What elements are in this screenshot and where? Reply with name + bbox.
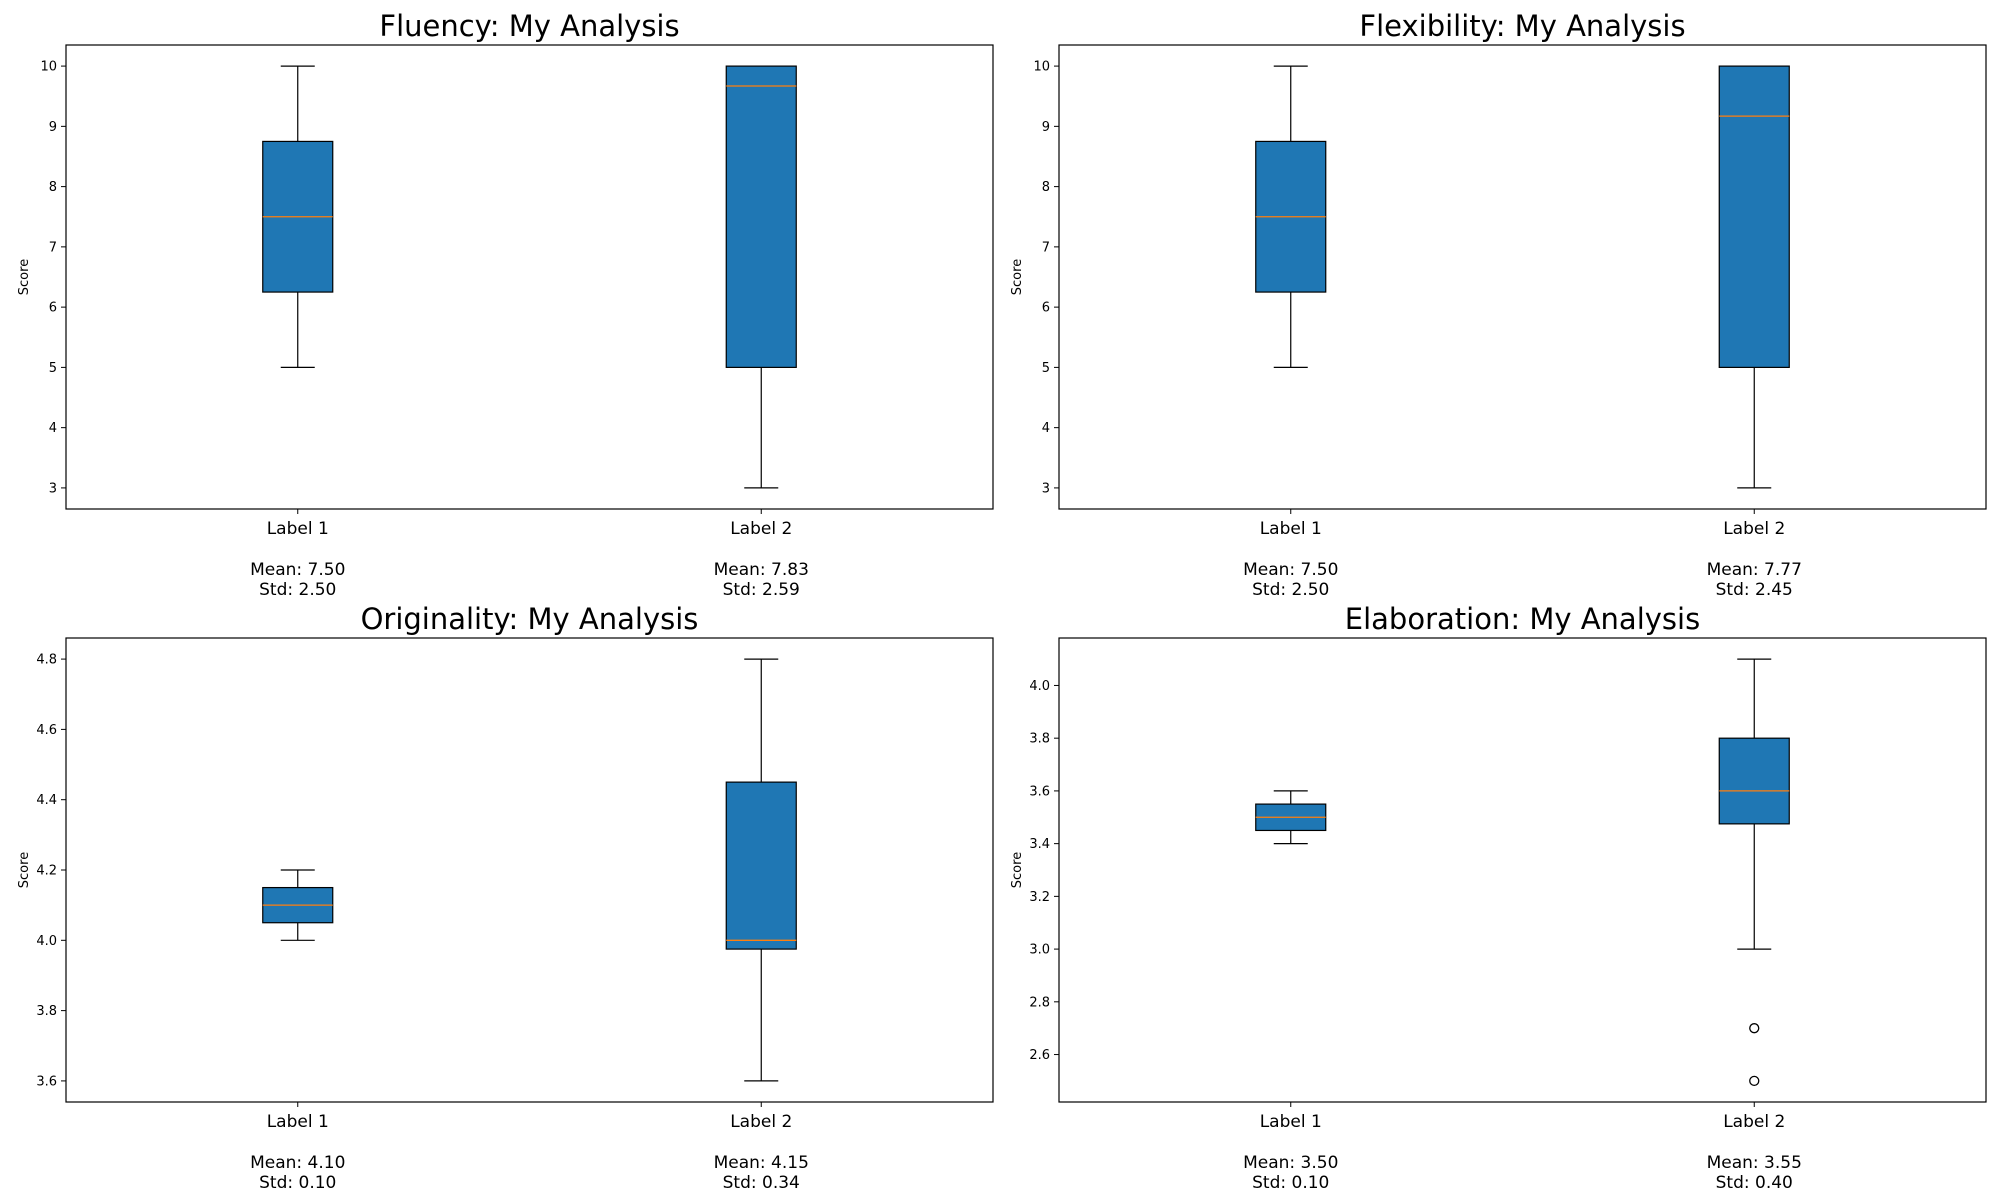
y-tick-label: 10 [40, 60, 57, 75]
plot-frame [1058, 44, 1987, 510]
mean-label: Mean: 4.15 [714, 1153, 809, 1173]
y-axis-label: Score [17, 852, 32, 888]
x-tick-label: Label 2 [730, 1112, 792, 1132]
std-label: Std: 0.34 [723, 1173, 800, 1193]
x-tick-label: Label 1 [1260, 519, 1322, 539]
y-tick-label: 9 [1042, 120, 1050, 135]
box-iqr [725, 781, 797, 950]
y-tick-label: 10 [1033, 60, 1050, 75]
mean-label: Mean: 4.10 [250, 1153, 345, 1173]
outlier-point [1749, 1023, 1760, 1034]
box-iqr [725, 65, 797, 368]
y-tick-label: 4.2 [36, 864, 57, 879]
chart-panel-4: Elaboration: My Analysis Score 2.6 2.8 3.0 3.… [1010, 602, 1987, 1193]
chart-panel-3: Originality: My Analysis Score 3.6 3.8 4.0 4.… [17, 602, 994, 1193]
y-tick-label: 4 [1042, 421, 1050, 436]
y-tick-label: 3.8 [36, 1004, 57, 1019]
y-tick-label: 4.4 [36, 793, 57, 808]
box-group-1 [1255, 65, 1327, 368]
x-tick-label: Label 2 [1723, 1112, 1785, 1132]
y-tick-label: 8 [1042, 180, 1050, 195]
mean-label: Mean: 7.50 [250, 560, 345, 580]
y-tick-label: 6 [1042, 301, 1050, 316]
std-label: Std: 2.45 [1716, 580, 1793, 600]
box-iqr [1718, 65, 1790, 368]
chart-title: Flexibility: My Analysis [1359, 9, 1685, 43]
mean-label: Mean: 7.50 [1243, 560, 1338, 580]
chart-title: Elaboration: My Analysis [1345, 602, 1700, 636]
y-tick-label: 3 [49, 481, 57, 496]
y-tick-label: 4.0 [36, 934, 57, 949]
y-axis-label: Score [1010, 259, 1025, 295]
chart-panel-1: Fluency: My Analysis Score 3 4 5 6 7 8 9 10 Label … [17, 9, 994, 600]
plot-frame [65, 44, 994, 510]
y-tick-label: 8 [49, 180, 57, 195]
x-tick-label: Label 2 [1723, 519, 1785, 539]
std-label: Std: 0.10 [1252, 1173, 1329, 1193]
box-group-2 [1718, 65, 1790, 489]
y-tick-label: 3.6 [1029, 784, 1050, 799]
y-axis-label: Score [1010, 852, 1025, 888]
y-tick-label: 9 [49, 120, 57, 135]
y-tick-label: 3.8 [1029, 732, 1050, 747]
x-tick-label: Label 1 [267, 519, 329, 539]
y-tick-label: 3.2 [1029, 890, 1050, 905]
box-group-2 [725, 658, 797, 1082]
x-tick-label: Label 2 [730, 519, 792, 539]
outlier-point [1749, 1075, 1760, 1087]
box-group-1 [262, 869, 334, 941]
x-tick-label: Label 1 [1260, 1112, 1322, 1132]
y-tick-label: 7 [49, 240, 57, 255]
box-group-2 [1718, 658, 1790, 1087]
std-label: Std: 2.50 [259, 580, 336, 600]
std-label: Std: 2.59 [723, 580, 800, 600]
y-axis-label: Score [17, 259, 32, 295]
y-tick-label: 3.4 [1029, 837, 1050, 852]
mean-label: Mean: 3.50 [1243, 1153, 1338, 1173]
std-label: Std: 0.10 [259, 1173, 336, 1193]
std-label: Std: 2.50 [1252, 580, 1329, 600]
x-tick-label: Label 1 [267, 1112, 329, 1132]
y-tick-label: 5 [49, 361, 57, 376]
box-group-1 [262, 65, 334, 368]
plot-frame [65, 637, 994, 1103]
chart-title: Originality: My Analysis [361, 602, 699, 636]
y-tick-label: 3.6 [36, 1074, 57, 1089]
box-iqr [1718, 737, 1790, 825]
y-tick-label: 4.0 [1029, 679, 1050, 694]
box-group-2 [725, 65, 797, 489]
mean-label: Mean: 7.77 [1707, 560, 1802, 580]
y-tick-label: 6 [49, 301, 57, 316]
y-tick-label: 4.8 [36, 653, 57, 668]
y-tick-label: 3 [1042, 481, 1050, 496]
std-label: Std: 0.40 [1716, 1173, 1793, 1193]
y-tick-label: 5 [1042, 361, 1050, 376]
y-tick-label: 4 [49, 421, 57, 436]
y-tick-label: 7 [1042, 240, 1050, 255]
chart-panel-2: Flexibility: My Analysis Score 3 4 5 6 7 8 9 10 La… [1010, 9, 1987, 600]
mean-label: Mean: 3.55 [1707, 1153, 1802, 1173]
mean-label: Mean: 7.83 [714, 560, 809, 580]
y-tick-label: 3.0 [1029, 943, 1050, 958]
box-group-1 [1255, 790, 1327, 845]
y-tick-label: 2.8 [1029, 995, 1050, 1010]
y-tick-label: 2.6 [1029, 1048, 1050, 1063]
y-tick-label: 4.6 [36, 723, 57, 738]
chart-title: Fluency: My Analysis [379, 9, 679, 43]
plot-frame [1058, 637, 1987, 1103]
